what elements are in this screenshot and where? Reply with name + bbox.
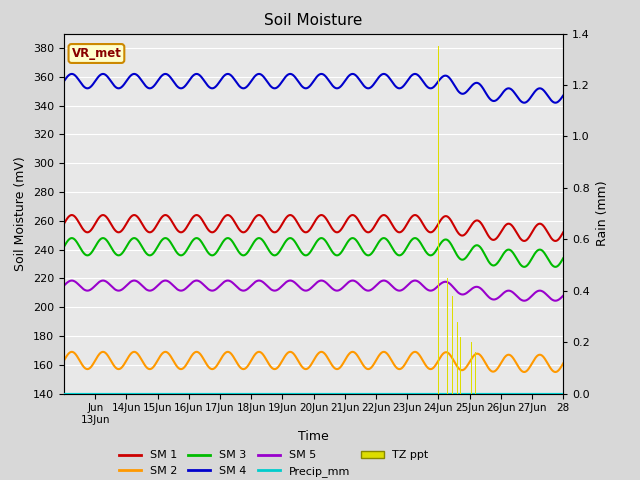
Bar [438,47,439,394]
Legend: SM 1, SM 2, SM 3, SM 4, SM 5, Precip_mm, TZ ppt: SM 1, SM 2, SM 3, SM 4, SM 5, Precip_mm,… [114,446,433,480]
Y-axis label: Rain (mm): Rain (mm) [596,181,609,246]
Bar [457,322,458,394]
Text: VR_met: VR_met [72,47,122,60]
Y-axis label: Soil Moisture (mV): Soil Moisture (mV) [15,156,28,271]
Bar [447,278,448,394]
Title: Soil Moisture: Soil Moisture [264,13,363,28]
X-axis label: Time: Time [298,431,329,444]
Bar [471,342,472,394]
Bar [452,296,453,394]
Bar [443,252,444,394]
Bar [460,337,461,394]
